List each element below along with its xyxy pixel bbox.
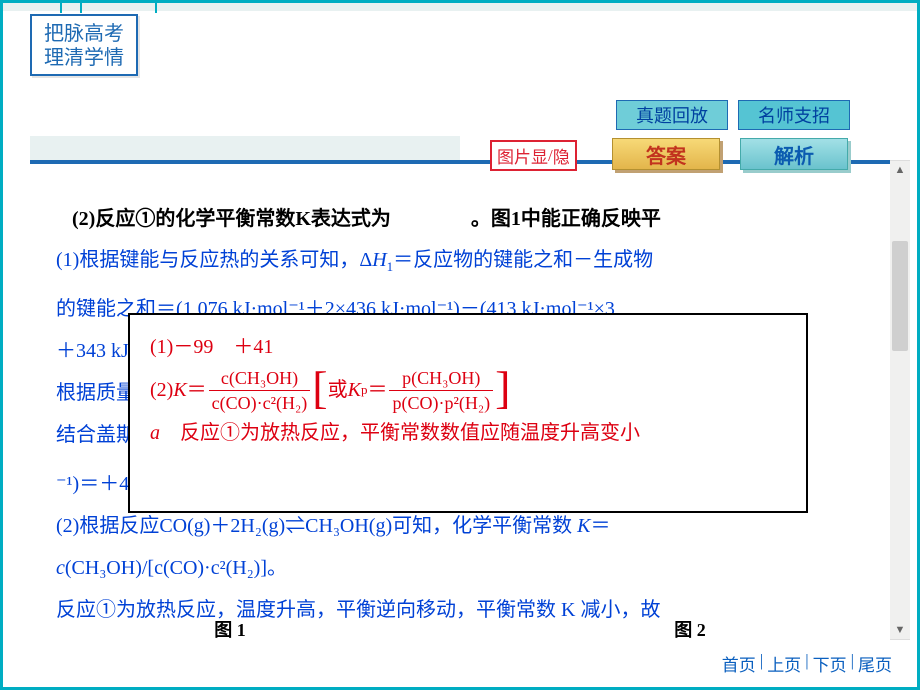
top-tick xyxy=(60,3,62,13)
fraction-1: c(CH₃OH) c(CO)·c²(H₂) xyxy=(209,368,311,413)
nav-sep: | xyxy=(760,651,763,676)
blue-line-8: c(CH₃OH)/[c(CO)·c²(H₂)]。 xyxy=(56,547,864,589)
answer-line-1: (1)－99 ＋41 xyxy=(150,327,786,367)
footer-nav: 首页 | 上页 | 下页 | 尾页 xyxy=(722,651,892,676)
scroll-down-icon[interactable]: ▼ xyxy=(890,621,910,639)
analysis-button[interactable]: 解析 xyxy=(740,138,848,170)
nav-sep: | xyxy=(805,651,808,676)
tab-teacher-tips[interactable]: 名师支招 xyxy=(738,100,850,130)
figure-labels: 图 1 图 2 xyxy=(0,616,920,642)
left-bracket-icon: [ xyxy=(312,365,327,411)
toggle-image-button[interactable]: 图片显 / 隐 xyxy=(490,140,577,171)
right-bracket-icon: ] xyxy=(495,365,510,411)
nav-first[interactable]: 首页 xyxy=(722,651,756,676)
answer-button[interactable]: 答案 xyxy=(612,138,720,170)
analysis-label: 解析 xyxy=(774,140,814,169)
bg-question-line: (2)反应①的化学平衡常数K表达式为 。图1中能正确反映平 xyxy=(72,201,872,237)
toggle-suffix: 隐 xyxy=(553,143,570,168)
content-area: (2)反应①的化学平衡常数K表达式为 。图1中能正确反映平 (1)根据键能与反应… xyxy=(48,195,872,630)
scroll-thumb[interactable] xyxy=(892,241,908,351)
figure-1-label: 图 1 xyxy=(0,616,460,642)
top-tabs: 真题回放 名师支招 xyxy=(616,100,850,130)
toggle-prefix: 图片显 xyxy=(497,143,548,168)
scroll-up-icon[interactable]: ▲ xyxy=(890,161,910,179)
badge-line-1: 把脉高考 xyxy=(44,22,124,46)
nav-next[interactable]: 下页 xyxy=(813,651,847,676)
fraction-2: p(CH₃OH) p(CO)·p²(H₂) xyxy=(389,368,493,413)
answer-label: 答案 xyxy=(646,140,686,169)
tab-real-questions[interactable]: 真题回放 xyxy=(616,100,728,130)
nav-sep: | xyxy=(851,651,854,676)
top-ticks xyxy=(0,3,920,13)
top-tick xyxy=(155,3,157,13)
figure-2-label: 图 2 xyxy=(460,616,920,642)
answer-line-2: (2) K ＝ c(CH₃OH) c(CO)·c²(H₂) [ 或 Kp ＝ p… xyxy=(150,367,786,413)
top-tick xyxy=(80,3,82,13)
nav-last[interactable]: 尾页 xyxy=(858,651,892,676)
badge-line-2: 理清学情 xyxy=(44,46,124,70)
answer-box: (1)－99 ＋41 (2) K ＝ c(CH₃OH) c(CO)·c²(H₂)… xyxy=(128,313,808,513)
answer-line-3: a 反应①为放热反应，平衡常数数值应随温度升高变小 xyxy=(150,413,786,453)
nav-prev[interactable]: 上页 xyxy=(767,651,801,676)
blue-line-1: (1)根据键能与反应热的关系可知，ΔH1＝反应物的键能之和－生成物 xyxy=(56,239,864,288)
section-badge: 把脉高考 理清学情 xyxy=(30,14,138,76)
scrollbar[interactable]: ▲ ▼ xyxy=(890,160,910,640)
midbar-fill xyxy=(30,136,460,160)
